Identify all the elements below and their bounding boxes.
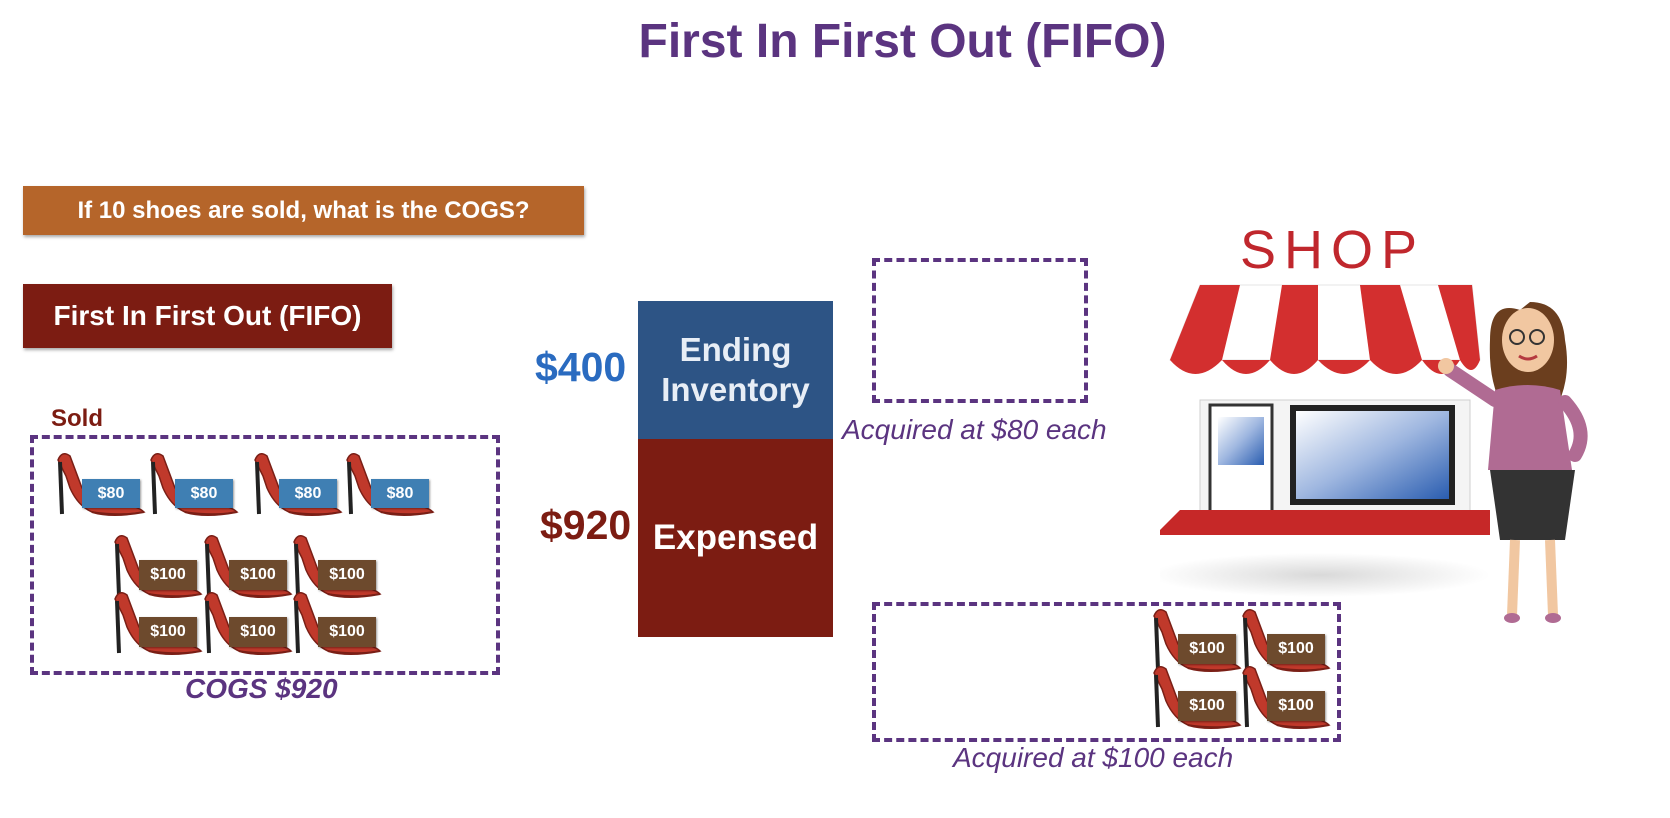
shoe-80: $80 (341, 448, 437, 520)
price-tag: $80 (279, 479, 337, 508)
expensed-value: $920 (540, 502, 632, 548)
shoe-100: $100 (1237, 604, 1333, 676)
remaining-80-box (872, 258, 1088, 403)
cogs-label: COGS $920 (185, 673, 338, 704)
shoe-100: $100 (288, 587, 384, 659)
shoe-80: $80 (249, 448, 345, 520)
shoe-80: $80 (145, 448, 241, 520)
question-banner: If 10 shoes are sold, what is the COGS? (23, 186, 584, 235)
price-tag: $100 (139, 560, 197, 590)
ending-inventory-bar: Ending Inventory (638, 301, 833, 439)
price-tag: $100 (139, 617, 197, 647)
shoe-100: $100 (288, 530, 384, 602)
shopkeeper (1438, 302, 1588, 623)
price-tag: $100 (1178, 691, 1236, 721)
price-tag: $100 (318, 617, 376, 647)
shoe-80: $80 (52, 448, 148, 520)
acquired-100-label: Acquired at $100 each (953, 742, 1234, 773)
price-tag: $100 (1178, 634, 1236, 664)
ending-inventory-label-line2: Inventory (661, 371, 810, 408)
price-tag: $100 (229, 560, 287, 590)
shoe-100: $100 (1237, 661, 1333, 733)
price-tag: $100 (1267, 634, 1325, 664)
shoe-100: $100 (199, 587, 295, 659)
sold-label: Sold (51, 405, 103, 432)
awning (1169, 284, 1481, 374)
acquired-80-label: Acquired at $80 each (842, 414, 1107, 445)
price-tag: $100 (229, 617, 287, 647)
shop-illustration: SHOP (1160, 220, 1588, 623)
shop-window (1296, 411, 1449, 499)
shoe-100: $100 (1148, 604, 1244, 676)
price-tag: $80 (371, 479, 429, 508)
price-tag: $80 (175, 479, 233, 508)
price-tag: $80 (82, 479, 140, 508)
remaining-100-box (872, 602, 1341, 742)
ending-inventory-label-line1: Ending (679, 331, 792, 369)
page-title: First In First Out (FIFO) (638, 15, 1167, 68)
method-banner: First In First Out (FIFO) (23, 284, 392, 348)
shoe-100: $100 (109, 530, 205, 602)
ending-inventory-value: $400 (535, 344, 627, 390)
shop-base (1160, 510, 1490, 535)
ground-shadow (1160, 553, 1490, 597)
sold-box (30, 435, 500, 675)
shoe-100: $100 (199, 530, 295, 602)
shop-sign: SHOP (1240, 220, 1425, 280)
price-tag: $100 (1267, 691, 1325, 721)
expensed-bar: Expensed (638, 439, 833, 637)
door-window (1218, 417, 1264, 465)
shoe-100: $100 (1148, 661, 1244, 733)
price-tag: $100 (318, 560, 376, 590)
shoe-100: $100 (109, 587, 205, 659)
